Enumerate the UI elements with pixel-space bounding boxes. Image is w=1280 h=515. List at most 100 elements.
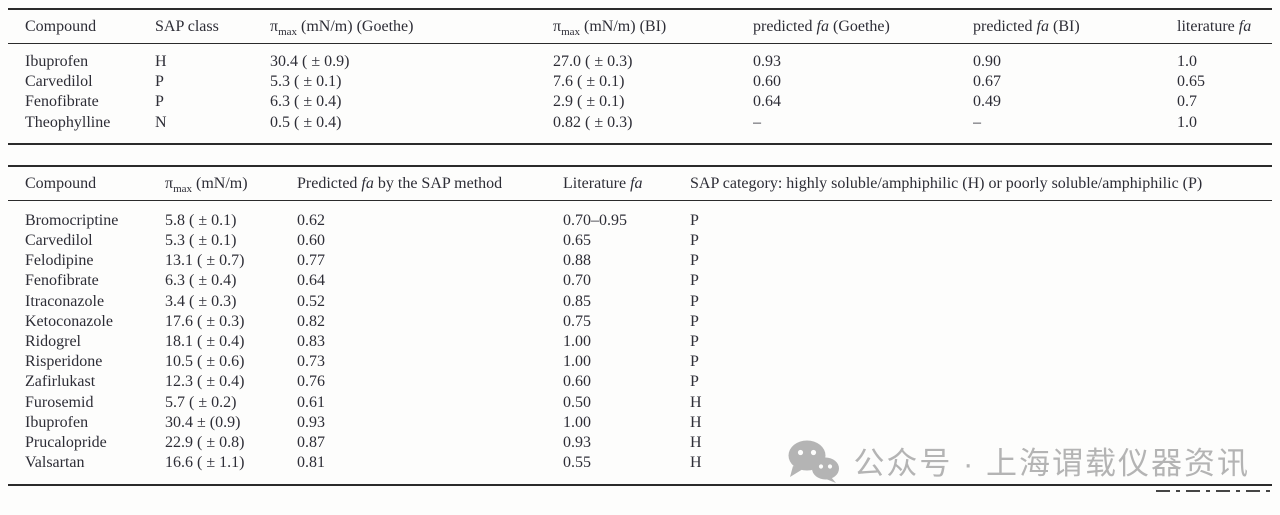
t2-header-sap-category: SAP category: highly soluble/amphiphilic… [690,165,1272,201]
cell-pi-max: 13.1 ( ± 0.7) [165,252,245,270]
cell-literature-fa: 1.00 [563,413,591,431]
cell-sap-category: P [690,292,699,310]
table-row: Valsartan 16.6 ( ± 1.1) 0.81 0.55 H [8,453,1272,485]
t1-header-literature-fa: literature fa [1177,9,1272,44]
cell-sap-category: P [690,211,699,229]
watermark: 公众号 · 上海谓载仪器资讯 [786,438,1250,483]
table-row: Felodipine 13.1 ( ± 0.7) 0.77 0.88 P [8,251,1272,271]
cell-compound: Theophylline [25,113,111,131]
cell-compound: Prucalopride [25,434,107,452]
t2-header: Compound πmax (mN/m) Predicted fa by the… [8,165,1272,201]
cell-pi-max: 3.4 ( ± 0.3) [165,292,237,310]
cell-predicted-fa: 0.77 [297,252,325,270]
table-row: Zafirlukast 12.3 ( ± 0.4) 0.76 0.60 P [8,372,1272,392]
cell-predicted-fa-bi: – [973,113,981,131]
cell-compound: Ketoconazole [25,312,113,330]
cell-literature-fa: 1.0 [1177,53,1197,70]
cell-compound: Ibuprofen [25,413,89,431]
cell-predicted-fa: 0.73 [297,353,325,371]
cell-sap-class: N [155,113,167,131]
table-row: Ibuprofen H 30.4 ( ± 0.9) 27.0 ( ± 0.3) … [8,44,1272,73]
cell-pi-max: 10.5 ( ± 0.6) [165,353,245,371]
t1-header-predicted-fa-bi: predicted fa (BI) [973,9,1177,44]
cell-sap-category: H [690,454,702,472]
cell-compound: Fenofibrate [25,93,99,111]
cell-predicted-fa: 0.52 [297,292,325,310]
cell-sap-category: P [690,373,699,391]
cell-sap-class: H [155,53,167,70]
cell-sap-category: H [690,413,702,431]
table-row: Fenofibrate 6.3 ( ± 0.4) 0.64 0.70 P [8,271,1272,291]
cell-pi-max: 22.9 ( ± 0.8) [165,434,245,452]
cell-sap-category: P [690,312,699,330]
cell-literature-fa: 0.55 [563,454,591,472]
table-row: Ridogrel 18.1 ( ± 0.4) 0.83 1.00 P [8,332,1272,352]
cell-literature-fa: 0.75 [563,312,591,330]
table-row: Ketoconazole 17.6 ( ± 0.3) 0.82 0.75 P [8,312,1272,332]
cell-pi-bi: 2.9 ( ± 0.1) [553,93,625,111]
cell-predicted-fa-bi: 0.67 [973,73,1001,91]
cell-literature-fa: 0.88 [563,252,591,270]
bottom-rule-scan-artifact [1156,489,1274,495]
cell-pi-max: 5.8 ( ± 0.1) [165,211,237,229]
cell-sap-category: H [690,393,702,411]
cell-compound: Valsartan [25,454,85,472]
cell-compound: Ridogrel [25,333,81,351]
cell-pi-max: 17.6 ( ± 0.3) [165,312,245,330]
cell-compound: Carvedilol [25,232,93,250]
cell-predicted-fa: 0.76 [297,373,325,391]
cell-compound: Zafirlukast [25,373,96,391]
cell-pi-max: 16.6 ( ± 1.1) [165,454,245,472]
cell-sap-category: P [690,272,699,290]
cell-predicted-fa: 0.83 [297,333,325,351]
cell-predicted-fa: 0.82 [297,312,325,330]
cell-pi-max: 5.7 ( ± 0.2) [165,393,237,411]
table-row: Theophylline N 0.5 ( ± 0.4) 0.82 ( ± 0.3… [8,113,1272,144]
table-row: Prucalopride 22.9 ( ± 0.8) 0.87 0.93 H [8,433,1272,453]
t1-header-compound: Compound [8,9,155,44]
cell-literature-fa: 0.60 [563,373,591,391]
tables-container: Compound SAP class πmax (mN/m) (Goethe) … [8,8,1272,487]
cell-sap-category: P [690,353,699,371]
t1-header-pi-goethe: πmax (mN/m) (Goethe) [270,9,553,44]
cell-literature-fa: 0.65 [563,232,591,250]
cell-predicted-fa: 0.62 [297,211,325,229]
cell-sap-category: P [690,252,699,270]
cell-literature-fa: 0.85 [563,292,591,310]
cell-literature-fa: 0.50 [563,393,591,411]
table-row: Bromocriptine 5.8 ( ± 0.1) 0.62 0.70–0.9… [8,200,1272,231]
table-row: Fenofibrate P 6.3 ( ± 0.4) 2.9 ( ± 0.1) … [8,92,1272,112]
cell-pi-max: 6.3 ( ± 0.4) [165,272,237,290]
cell-literature-fa: 0.93 [563,434,591,452]
cell-predicted-fa-bi: 0.49 [973,93,1001,111]
cell-literature-fa: 0.7 [1177,93,1197,111]
cell-compound: Furosemid [25,393,94,411]
table-row: Ibuprofen 30.4 ± (0.9) 0.93 1.00 H [8,413,1272,433]
cell-predicted-fa-goethe: – [753,113,761,131]
wechat-icon [788,440,840,483]
table-sap-comparison: Compound SAP class πmax (mN/m) (Goethe) … [8,8,1272,145]
cell-literature-fa: 1.00 [563,333,591,351]
cell-pi-goethe: 6.3 ( ± 0.4) [270,93,342,111]
cell-sap-class: P [155,93,164,111]
cell-predicted-fa-goethe: 0.60 [753,73,781,91]
cell-predicted-fa-goethe: 0.93 [753,53,781,70]
table-row: Furosemid 5.7 ( ± 0.2) 0.61 0.50 H [8,393,1272,413]
table-row: Risperidone 10.5 ( ± 0.6) 0.73 1.00 P [8,352,1272,372]
t1-header-sap-class: SAP class [155,9,270,44]
cell-sap-category: P [690,333,699,351]
cell-compound: Bromocriptine [25,211,119,229]
cell-literature-fa: 1.0 [1177,113,1197,131]
cell-literature-fa: 0.70 [563,272,591,290]
watermark-text: 公众号 · 上海谓载仪器资讯 [853,446,1250,481]
cell-predicted-fa: 0.61 [297,393,325,411]
cell-pi-bi: 27.0 ( ± 0.3) [553,53,633,70]
cell-compound: Risperidone [25,353,103,371]
cell-sap-class: P [155,73,164,91]
cell-compound: Felodipine [25,252,94,270]
t2-header-pi-max: πmax (mN/m) [165,165,297,201]
table-row: Itraconazole 3.4 ( ± 0.3) 0.52 0.85 P [8,292,1272,312]
cell-compound: Carvedilol [25,73,93,91]
cell-pi-max: 30.4 ± (0.9) [165,413,241,431]
cell-predicted-fa: 0.87 [297,434,325,452]
